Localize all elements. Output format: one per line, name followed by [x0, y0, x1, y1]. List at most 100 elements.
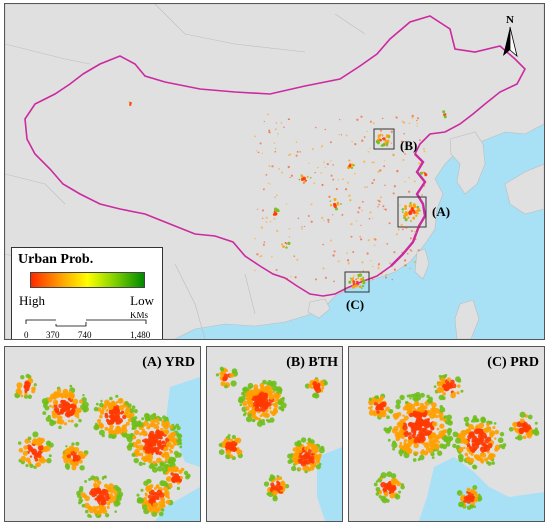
urban-dot: [149, 484, 154, 489]
urban-dot: [81, 503, 86, 508]
urban-dot: [377, 266, 379, 268]
urban-dot: [522, 435, 527, 440]
urban-dot: [360, 287, 363, 289]
urban-dot: [362, 281, 366, 285]
urban-dot: [314, 171, 316, 174]
legend-title: Urban Prob.: [18, 252, 94, 267]
urban-dot: [108, 498, 113, 504]
urban-dot: [183, 470, 189, 476]
urban-dot: [424, 401, 427, 405]
urban-dot: [329, 239, 332, 242]
urban-dot: [328, 195, 331, 198]
urban-dot: [373, 179, 376, 181]
urban-dot: [129, 442, 134, 447]
urban-dot: [369, 259, 372, 262]
urban-dot: [494, 429, 500, 435]
urban-dot: [176, 439, 180, 443]
urban-dot: [288, 118, 290, 121]
urban-dot: [419, 139, 421, 142]
urban-dot: [393, 251, 396, 254]
urban-dot: [400, 484, 405, 490]
urban-dot: [96, 496, 101, 501]
urban-dot: [219, 371, 225, 376]
urban-dot: [521, 423, 525, 427]
urban-dot: [177, 433, 183, 439]
urban-dot: [395, 233, 399, 236]
urban-dot: [159, 491, 163, 495]
urban-dot: [300, 228, 303, 230]
urban-dot: [165, 430, 168, 434]
urban-dot: [157, 465, 163, 472]
urban-dot: [403, 132, 405, 135]
urban-dot: [113, 491, 119, 496]
urban-dot: [122, 427, 128, 434]
urban-dot: [377, 403, 380, 407]
urban-dot: [409, 409, 414, 414]
urban-dot: [412, 397, 416, 401]
urban-dot: [375, 492, 379, 496]
urban-dot: [362, 279, 366, 283]
urban-dot: [268, 406, 272, 410]
inset-a-panel: (A) YRD: [4, 346, 201, 522]
urban-dot: [273, 142, 276, 144]
urban-dot: [480, 446, 484, 450]
urban-dot: [417, 458, 421, 461]
urban-dot: [71, 465, 77, 471]
urban-dot: [116, 501, 121, 506]
urban-dot: [466, 487, 471, 492]
urban-dot: [403, 431, 409, 438]
urban-dot: [282, 245, 285, 248]
urban-dot: [133, 416, 138, 420]
urban-dot: [439, 417, 443, 421]
urban-dot: [418, 431, 422, 435]
urban-dot: [292, 447, 298, 452]
urban-dot: [231, 368, 238, 374]
urban-dot: [351, 140, 353, 143]
urban-dot: [149, 430, 155, 437]
urban-dot: [388, 426, 393, 430]
urban-dot: [315, 458, 321, 464]
urban-dot: [469, 433, 474, 438]
urban-dot: [78, 501, 82, 505]
urban-dot: [438, 394, 445, 401]
urban-dot: [46, 396, 53, 403]
urban-dot: [385, 273, 387, 276]
urban-dot: [332, 254, 335, 257]
urban-dot: [407, 252, 409, 255]
urban-dot: [518, 427, 524, 434]
urban-dot: [106, 505, 110, 509]
urban-dot: [255, 150, 258, 152]
urban-dot: [348, 159, 351, 162]
urban-dot: [466, 446, 470, 450]
urban-dot: [279, 397, 285, 404]
urban-dot: [108, 490, 111, 493]
urban-dot: [417, 226, 420, 229]
urban-dot: [138, 432, 143, 436]
urban-dot: [294, 276, 297, 279]
urban-dot: [432, 421, 438, 427]
urban-dot: [149, 447, 154, 452]
urban-dot: [391, 278, 393, 281]
urban-dot: [159, 436, 163, 440]
urban-dot: [307, 384, 312, 388]
urban-dot: [102, 475, 105, 479]
urban-dot: [132, 435, 137, 440]
urban-dot: [416, 125, 418, 128]
urban-dot: [265, 174, 268, 176]
urban-dot: [273, 217, 276, 220]
urban-dot: [149, 437, 155, 444]
urban-dot: [403, 121, 405, 124]
urban-dot: [391, 427, 398, 434]
urban-dot: [260, 386, 265, 391]
urban-dot: [160, 497, 166, 502]
urban-dot: [96, 509, 102, 516]
urban-dot: [267, 419, 271, 424]
urban-dot: [97, 488, 101, 492]
urban-dot: [354, 172, 356, 175]
urban-dot: [20, 394, 24, 398]
urban-dot: [329, 141, 332, 144]
urban-dot: [117, 494, 122, 500]
urban-dot: [164, 493, 169, 498]
urban-dot: [107, 404, 114, 411]
urban-dot: [234, 439, 238, 443]
